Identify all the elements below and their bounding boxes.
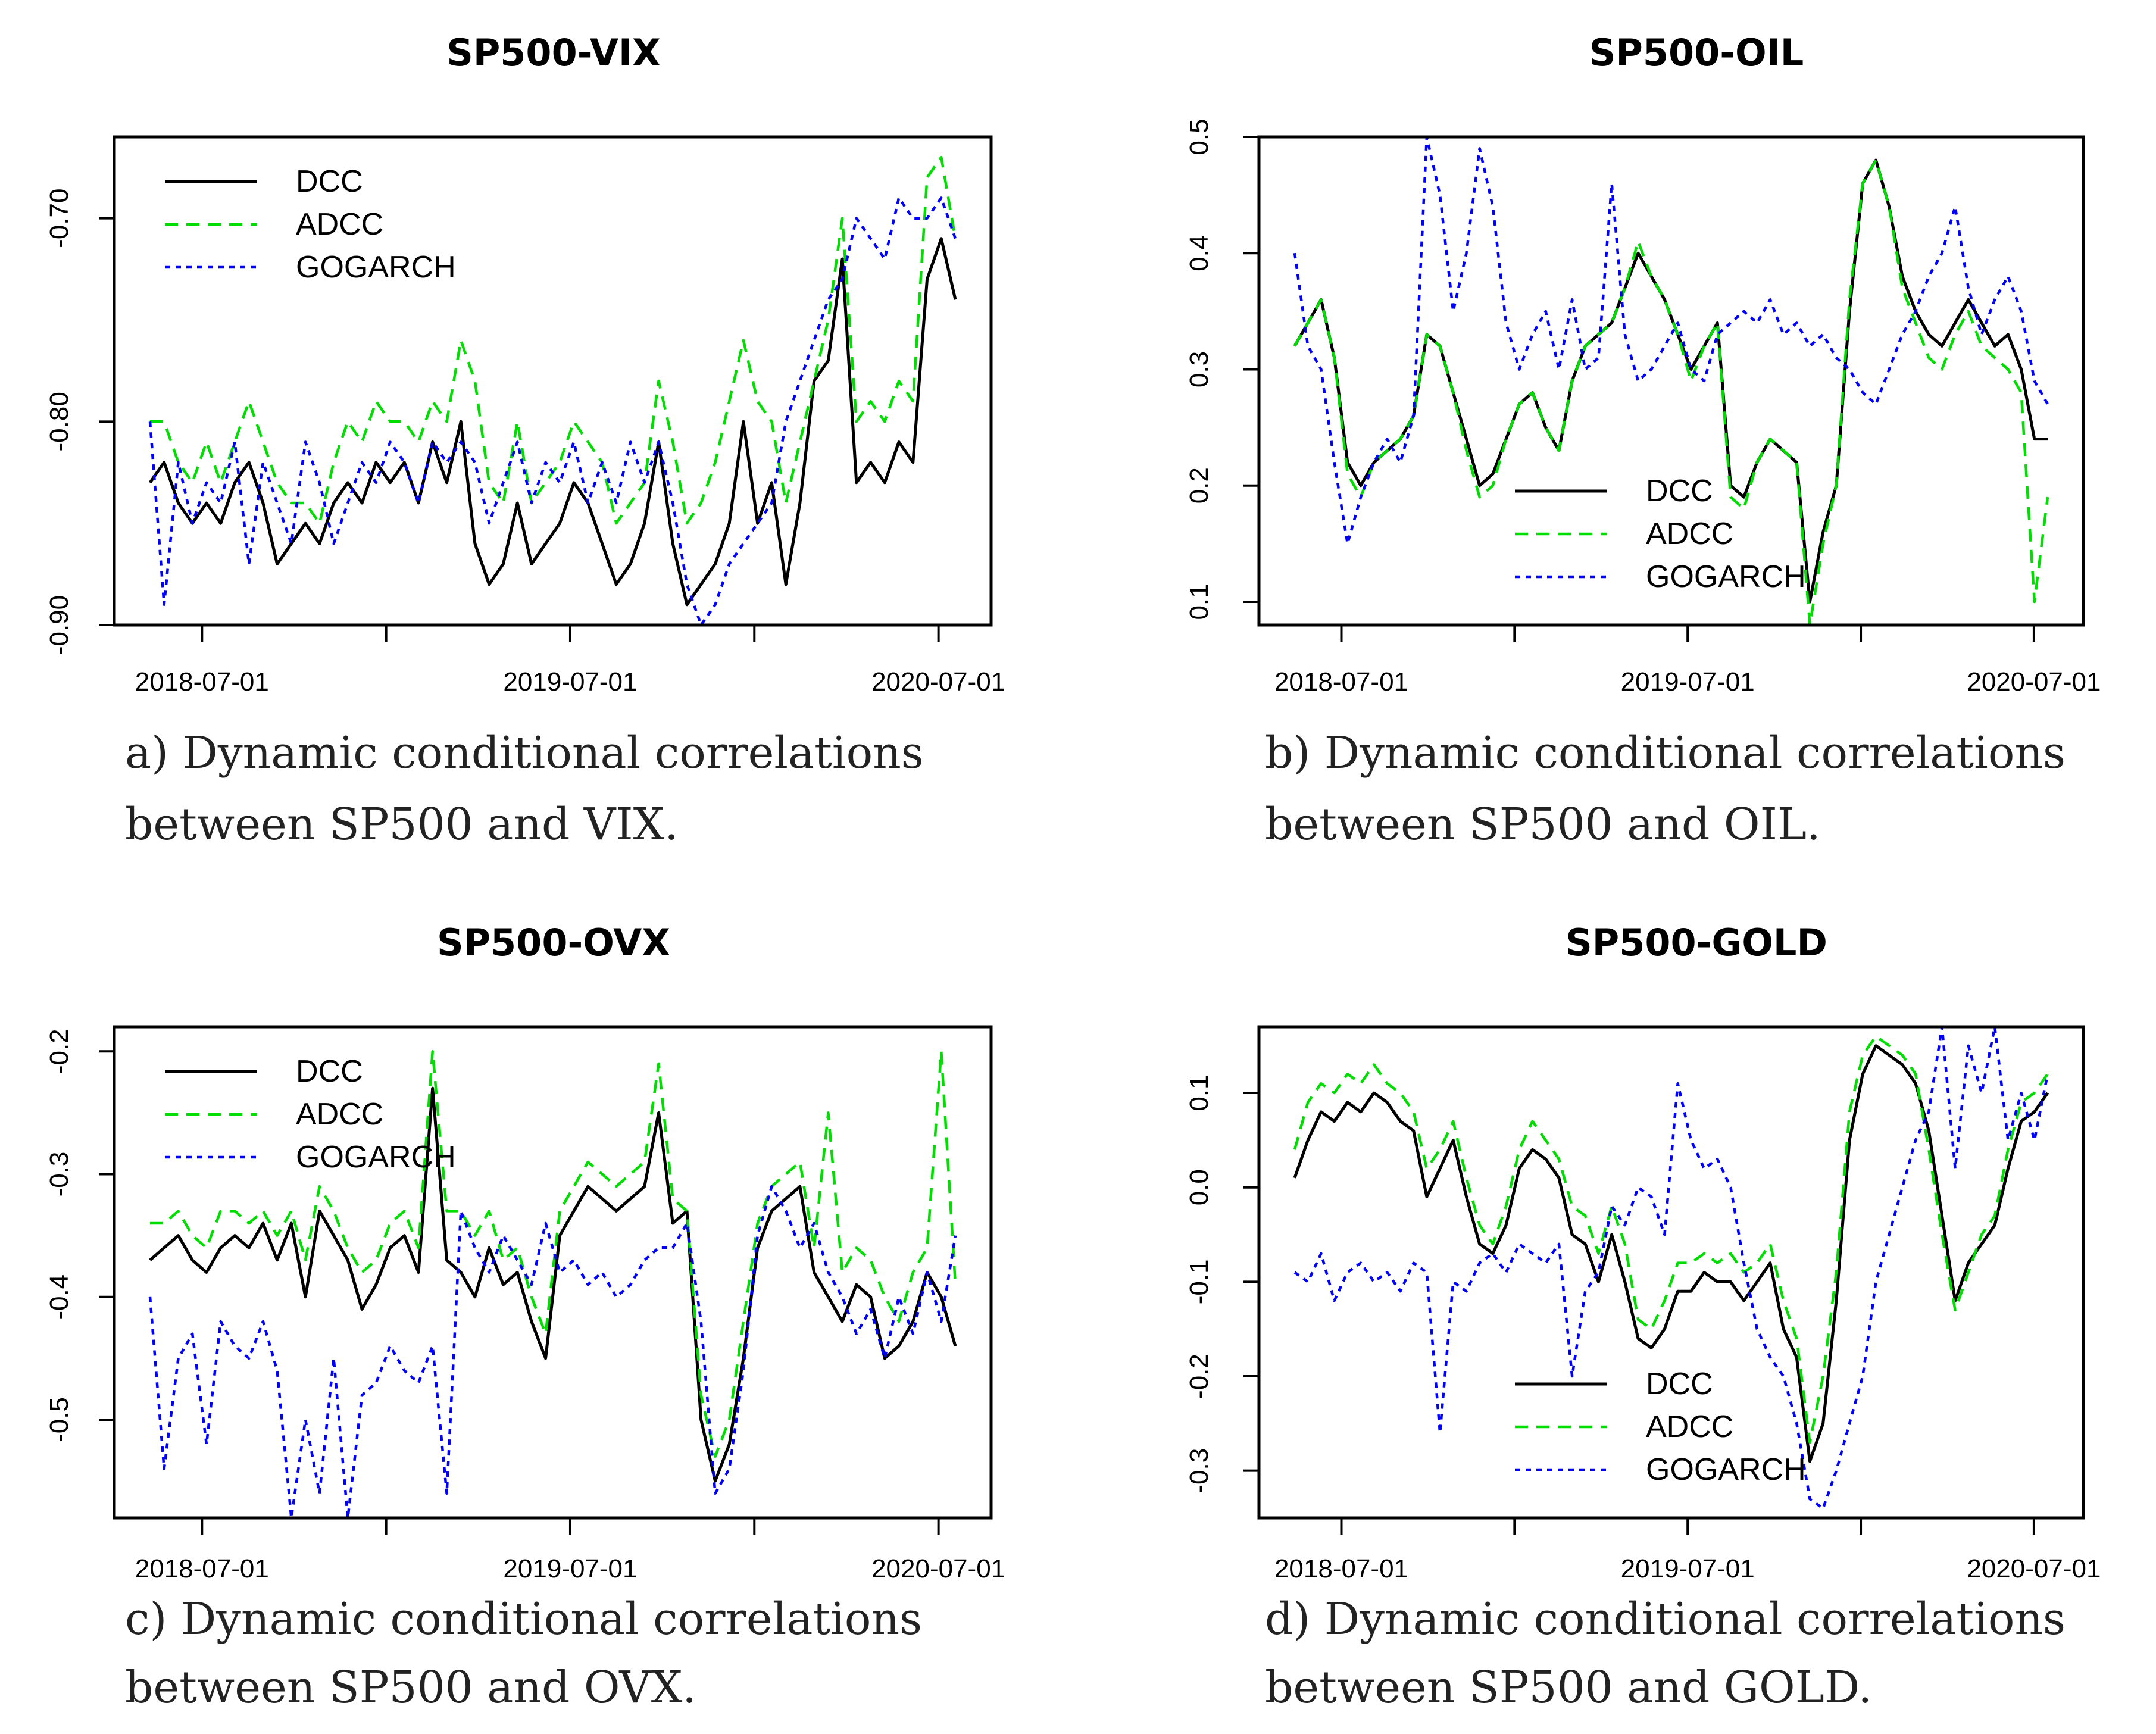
y-tick-label: -0.90 — [45, 595, 74, 655]
panel-2: SP500-OIL 2018-07-01 2019-07-01 2020-07-01 0… — [1185, 31, 2101, 850]
y-tick-label: -0.80 — [45, 392, 74, 451]
legend-label-adcc: ADCC — [296, 207, 383, 242]
panel-4: SP500-GOLD 2018-07-01 2019-07-01 2020-07-01… — [1185, 921, 2101, 1713]
x-tick-label: 2019-07-01 — [1621, 667, 1755, 696]
figure-caption: d) Dynamic conditional correlations — [1265, 1594, 2066, 1645]
legend-label-gogarch: GOGARCH — [296, 250, 456, 285]
series-group — [1293, 137, 2049, 625]
series-line-gogarch — [148, 1185, 957, 1518]
figure-caption: between SP500 and VIX. — [125, 799, 679, 850]
series-line-dcc — [1293, 1044, 2049, 1463]
legend: DCC ADCC GOGARCH — [1515, 1367, 1806, 1487]
panel-1: SP500-VIX 2018-07-01 2019-07-01 2020-07-01 -… — [45, 31, 1005, 850]
legend-label-dcc: DCC — [1646, 474, 1713, 508]
y-tick-label: -0.5 — [45, 1397, 74, 1442]
legend-label-gogarch: GOGARCH — [1646, 560, 1806, 594]
x-tick-label: 2018-07-01 — [135, 667, 269, 696]
chart-title: SP500-GOLD — [1566, 921, 1827, 964]
series-line-gogarch — [1293, 1027, 2049, 1510]
x-tick-label: 2018-07-01 — [1274, 667, 1408, 696]
chart-title: SP500-OIL — [1589, 31, 1804, 74]
x-tick-label: 2020-07-01 — [1967, 667, 2101, 696]
series-line-adcc — [1293, 158, 2049, 625]
x-tick-label: 2019-07-01 — [503, 667, 637, 696]
legend-label-dcc: DCC — [296, 1054, 363, 1089]
figure-caption: between SP500 and OIL. — [1265, 799, 1821, 850]
y-tick-label: -0.3 — [45, 1152, 74, 1197]
legend: DCC ADCC GOGARCH — [165, 1054, 456, 1174]
y-tick-label: -0.70 — [45, 189, 74, 248]
series-line-dcc — [149, 1086, 957, 1483]
legend-label-adcc: ADCC — [296, 1097, 383, 1132]
y-tick-label: -0.2 — [45, 1029, 74, 1074]
series-line-gogarch — [1293, 137, 2049, 545]
y-tick-label: 0.5 — [1185, 118, 1214, 155]
plot-frame — [1257, 135, 2085, 627]
legend-label-gogarch: GOGARCH — [296, 1140, 456, 1174]
plot-frame — [113, 1025, 993, 1520]
y-tick-label: -0.1 — [1185, 1259, 1214, 1304]
legend: DCC ADCC GOGARCH — [1515, 474, 1806, 594]
chart-title: SP500-OVX — [437, 921, 670, 964]
y-tick-label: 0.1 — [1185, 1074, 1214, 1111]
figure-caption: c) Dynamic conditional correlations — [125, 1594, 922, 1645]
y-tick-label: 0.0 — [1185, 1169, 1214, 1205]
y-tick-label: -0.3 — [1185, 1448, 1214, 1494]
series-line-adcc — [150, 155, 957, 525]
series-group — [148, 155, 957, 625]
legend-label-dcc: DCC — [296, 164, 363, 199]
series-group — [1293, 1027, 2049, 1510]
legend-label-dcc: DCC — [1646, 1367, 1713, 1401]
figure-caption: between SP500 and OVX. — [125, 1662, 696, 1713]
panel-3: SP500-OVX 2018-07-01 2019-07-01 2020-07-01 -… — [45, 921, 1005, 1713]
x-tick-label: 2018-07-01 — [135, 1554, 269, 1583]
series-group — [148, 1050, 957, 1518]
figure-caption: a) Dynamic conditional correlations — [125, 727, 924, 779]
y-tick-label: 0.1 — [1185, 583, 1214, 620]
figure-caption: between SP500 and GOLD. — [1265, 1662, 1872, 1713]
legend-label-adcc: ADCC — [1646, 517, 1733, 551]
y-tick-label: 0.2 — [1185, 467, 1214, 504]
y-tick-label: 0.4 — [1185, 235, 1214, 271]
legend: DCC ADCC GOGARCH — [165, 164, 456, 285]
y-tick-label: 0.3 — [1185, 351, 1214, 388]
x-tick-label: 2020-07-01 — [871, 667, 1005, 696]
x-tick-label: 2019-07-01 — [1621, 1554, 1755, 1583]
series-line-gogarch — [148, 196, 957, 625]
plot-frame — [1257, 1025, 2085, 1520]
x-tick-label: 2019-07-01 — [503, 1554, 637, 1583]
x-tick-label: 2018-07-01 — [1274, 1554, 1408, 1583]
figure-caption: b) Dynamic conditional correlations — [1265, 727, 2066, 779]
y-tick-label: -0.2 — [1185, 1354, 1214, 1399]
legend-label-adcc: ADCC — [1646, 1410, 1733, 1444]
x-tick-label: 2020-07-01 — [1967, 1554, 2101, 1583]
x-tick-label: 2020-07-01 — [871, 1554, 1005, 1583]
y-tick-label: -0.4 — [45, 1274, 74, 1320]
legend-label-gogarch: GOGARCH — [1646, 1452, 1806, 1487]
series-line-dcc — [148, 237, 957, 607]
chart-title: SP500-VIX — [446, 31, 661, 74]
series-line-adcc — [1293, 1035, 2049, 1444]
plot-frame — [113, 135, 993, 627]
series-line-adcc — [150, 1050, 957, 1458]
